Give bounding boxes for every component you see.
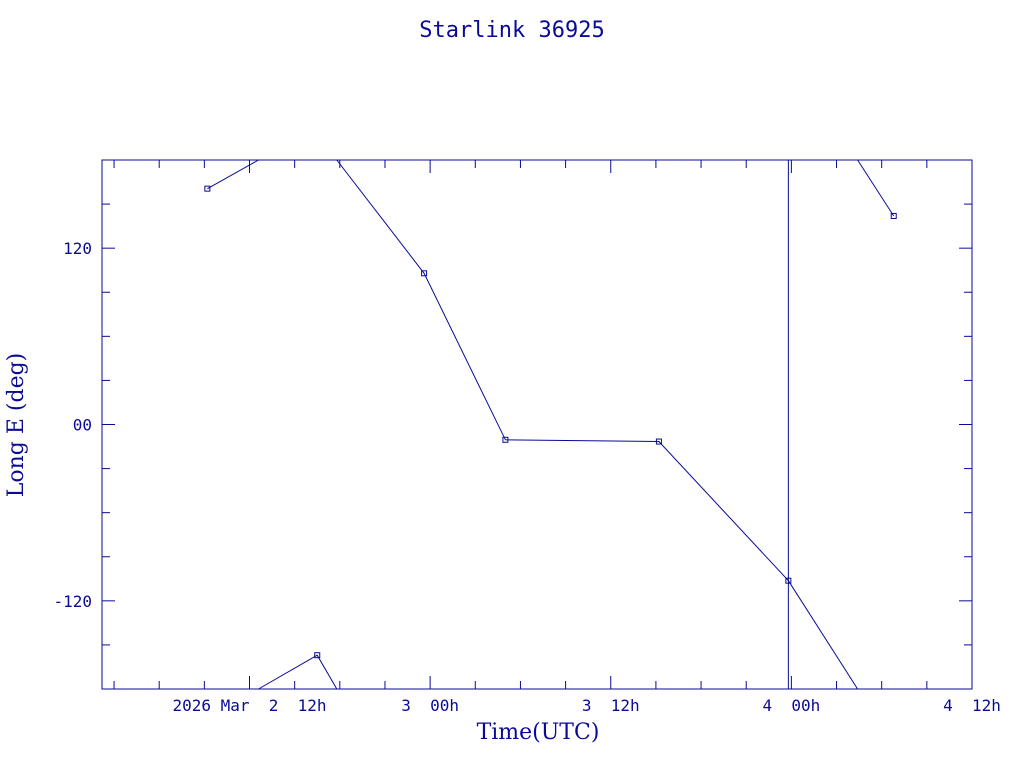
- y-tick-label: -120: [53, 592, 92, 611]
- plot-frame: [101, 159, 973, 690]
- data-point: [890, 212, 897, 219]
- data-point: [502, 436, 509, 443]
- x-axis-label: Time(UTC): [477, 720, 600, 745]
- y-tick-label: 00: [73, 416, 92, 435]
- series-line-segment: [258, 654, 338, 690]
- data-point: [421, 270, 428, 277]
- x-tick-label: 3 00h: [401, 696, 459, 715]
- y-tick-label: 120: [63, 239, 92, 258]
- chart-title: Starlink 36925: [419, 18, 604, 43]
- x-tick-label: 4 12h: [943, 696, 1001, 715]
- series-line-segment: [857, 159, 895, 217]
- data-point: [314, 652, 321, 659]
- data-point: [655, 438, 662, 445]
- data-point: [204, 185, 211, 192]
- series-line-segment: [336, 159, 859, 690]
- x-tick-label: 3 12h: [582, 696, 640, 715]
- data-point: [785, 577, 792, 584]
- x-tick-label: 4 00h: [762, 696, 820, 715]
- series-line-segment: [207, 159, 259, 190]
- y-axis-label: Long E (deg): [4, 353, 29, 498]
- x-tick-label: 2026 Mar 2 12h: [172, 696, 326, 715]
